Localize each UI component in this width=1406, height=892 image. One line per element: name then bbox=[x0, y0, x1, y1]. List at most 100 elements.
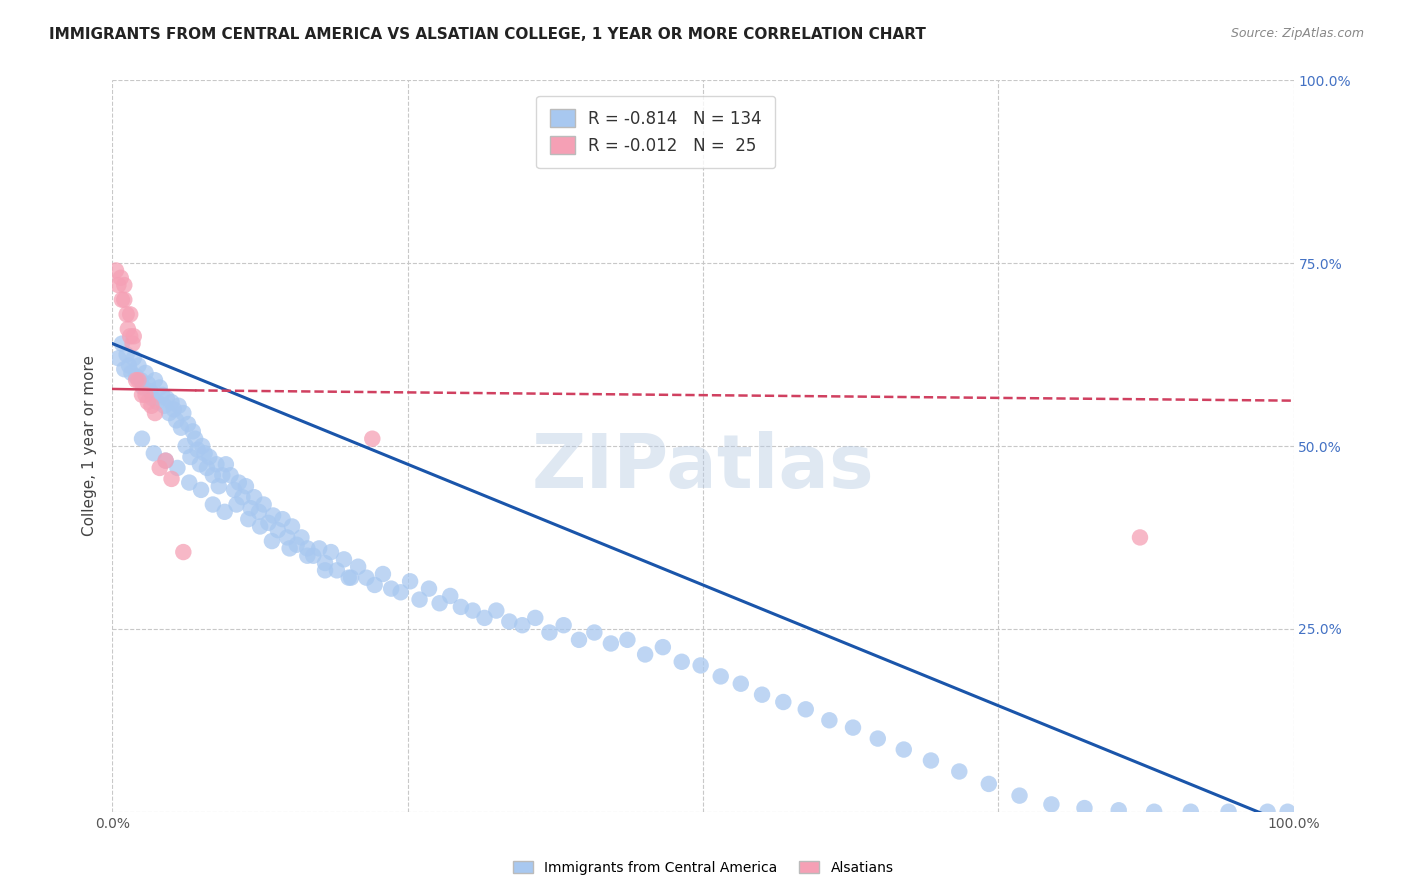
Point bbox=[136, 395, 159, 409]
Point bbox=[418, 582, 440, 596]
Point bbox=[297, 541, 319, 556]
Point bbox=[131, 432, 153, 446]
Point bbox=[439, 589, 461, 603]
Point bbox=[184, 432, 207, 446]
Point bbox=[314, 563, 336, 577]
Point bbox=[371, 567, 394, 582]
Point bbox=[818, 714, 841, 728]
Legend: R = -0.814   N = 134, R = -0.012   N =  25: R = -0.814 N = 134, R = -0.012 N = 25 bbox=[537, 96, 775, 169]
Point bbox=[314, 556, 336, 570]
Point bbox=[238, 512, 260, 526]
Point bbox=[136, 376, 159, 391]
Point bbox=[356, 571, 378, 585]
Point bbox=[920, 754, 942, 768]
Point bbox=[1129, 530, 1152, 544]
Point bbox=[167, 399, 190, 413]
Point bbox=[214, 505, 236, 519]
Point bbox=[201, 468, 224, 483]
Point bbox=[155, 453, 177, 467]
Point bbox=[122, 329, 145, 343]
Point bbox=[150, 388, 173, 402]
Point bbox=[243, 490, 266, 504]
Point bbox=[1180, 805, 1202, 819]
Point bbox=[131, 388, 153, 402]
Point bbox=[127, 373, 149, 387]
Point bbox=[141, 399, 163, 413]
Point bbox=[129, 373, 152, 387]
Point bbox=[139, 384, 162, 399]
Point bbox=[143, 373, 166, 387]
Point bbox=[553, 618, 575, 632]
Point bbox=[1040, 797, 1063, 812]
Point bbox=[174, 439, 197, 453]
Point bbox=[267, 523, 290, 537]
Point bbox=[172, 545, 194, 559]
Point bbox=[160, 395, 183, 409]
Point bbox=[253, 498, 276, 512]
Point bbox=[689, 658, 711, 673]
Point bbox=[485, 603, 508, 617]
Point bbox=[866, 731, 889, 746]
Point bbox=[616, 632, 638, 647]
Point bbox=[599, 636, 621, 650]
Point bbox=[361, 432, 384, 446]
Point bbox=[498, 615, 520, 629]
Point bbox=[1108, 803, 1130, 817]
Point bbox=[215, 457, 238, 471]
Point bbox=[160, 472, 183, 486]
Point bbox=[228, 475, 250, 490]
Point bbox=[302, 549, 325, 563]
Text: Source: ZipAtlas.com: Source: ZipAtlas.com bbox=[1230, 27, 1364, 40]
Point bbox=[948, 764, 970, 779]
Point bbox=[281, 519, 304, 533]
Point bbox=[794, 702, 817, 716]
Point bbox=[117, 322, 139, 336]
Point bbox=[156, 392, 179, 406]
Point bbox=[155, 453, 177, 467]
Point bbox=[326, 563, 349, 577]
Point bbox=[278, 541, 301, 556]
Point bbox=[122, 351, 145, 366]
Point bbox=[177, 417, 200, 431]
Point bbox=[198, 450, 221, 464]
Point bbox=[239, 501, 262, 516]
Point bbox=[190, 483, 212, 497]
Point bbox=[149, 380, 172, 394]
Point bbox=[977, 777, 1000, 791]
Point bbox=[179, 475, 201, 490]
Point bbox=[135, 388, 157, 402]
Point bbox=[194, 446, 217, 460]
Point bbox=[474, 611, 496, 625]
Point bbox=[201, 498, 224, 512]
Point bbox=[191, 439, 214, 453]
Point bbox=[146, 395, 169, 409]
Point bbox=[461, 603, 484, 617]
Point bbox=[107, 278, 129, 293]
Point bbox=[276, 530, 298, 544]
Y-axis label: College, 1 year or more: College, 1 year or more bbox=[82, 356, 97, 536]
Point bbox=[408, 592, 430, 607]
Point bbox=[120, 307, 142, 321]
Point bbox=[231, 490, 253, 504]
Point bbox=[118, 359, 141, 373]
Point bbox=[429, 596, 451, 610]
Point bbox=[1277, 805, 1299, 819]
Point bbox=[389, 585, 412, 599]
Point bbox=[772, 695, 794, 709]
Text: IMMIGRANTS FROM CENTRAL AMERICA VS ALSATIAN COLLEGE, 1 YEAR OR MORE CORRELATION : IMMIGRANTS FROM CENTRAL AMERICA VS ALSAT… bbox=[49, 27, 927, 42]
Point bbox=[111, 293, 134, 307]
Point bbox=[710, 669, 733, 683]
Point bbox=[172, 406, 194, 420]
Point bbox=[163, 402, 186, 417]
Point bbox=[1257, 805, 1279, 819]
Point bbox=[112, 278, 135, 293]
Point bbox=[208, 479, 231, 493]
Point bbox=[112, 293, 135, 307]
Point bbox=[165, 413, 187, 427]
Point bbox=[157, 406, 180, 420]
Point bbox=[142, 446, 165, 460]
Point bbox=[235, 479, 257, 493]
Point bbox=[568, 632, 591, 647]
Point bbox=[111, 336, 134, 351]
Point bbox=[181, 425, 204, 439]
